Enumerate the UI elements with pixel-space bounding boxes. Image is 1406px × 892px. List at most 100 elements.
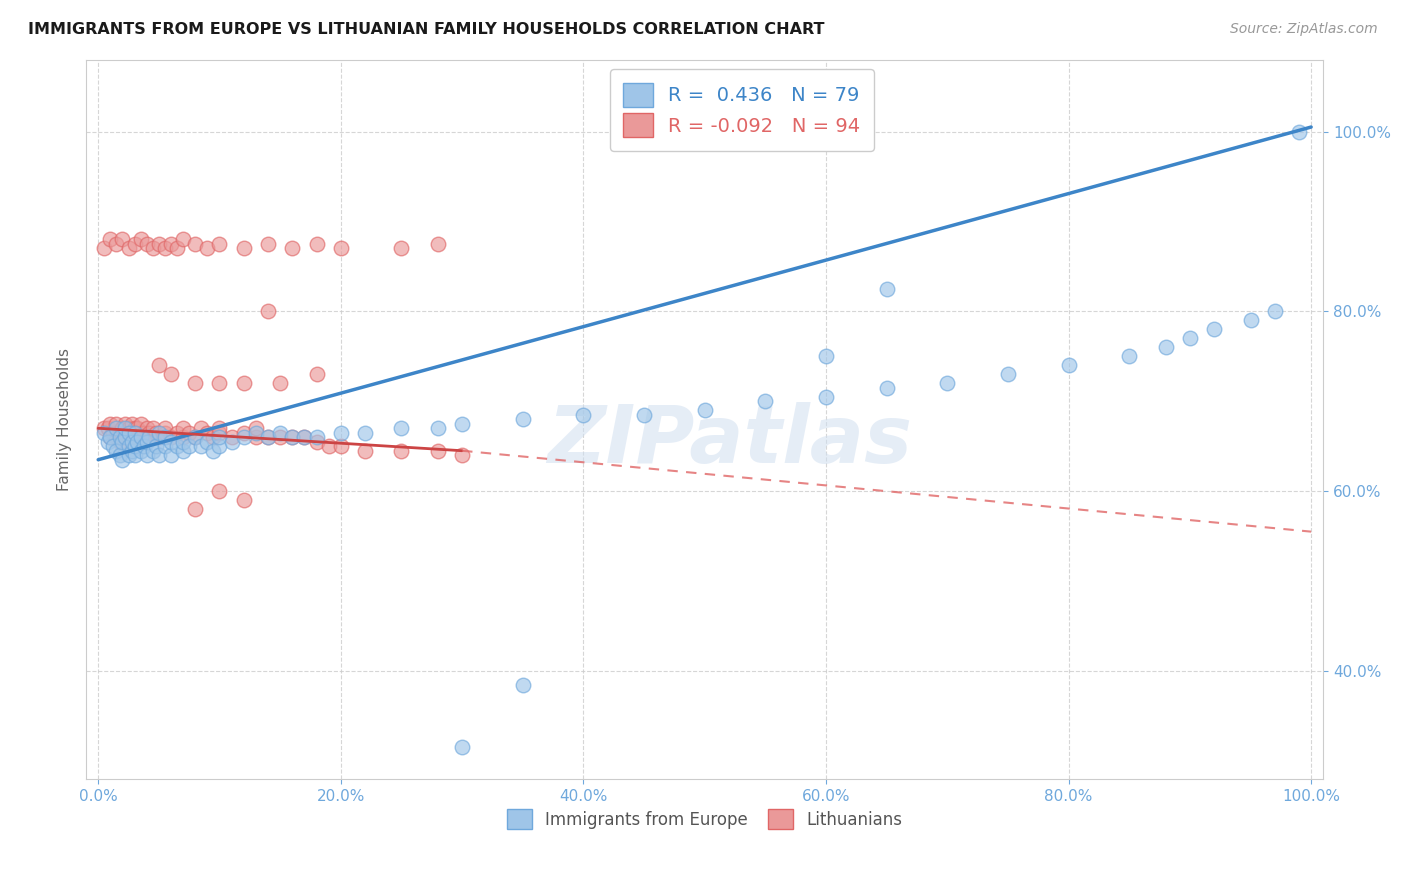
Point xyxy=(124,425,146,440)
Point xyxy=(114,430,136,444)
Point xyxy=(153,439,176,453)
Point xyxy=(121,417,143,431)
Point xyxy=(160,368,183,382)
Point xyxy=(245,425,267,440)
Point xyxy=(451,740,474,755)
Point xyxy=(105,421,128,435)
Point xyxy=(391,241,413,255)
Point xyxy=(184,502,207,516)
Point xyxy=(172,430,194,444)
Point xyxy=(114,421,136,435)
Point xyxy=(105,430,128,444)
Point xyxy=(294,430,316,444)
Point xyxy=(98,430,121,444)
Point xyxy=(512,412,534,426)
Point xyxy=(117,421,139,435)
Point xyxy=(166,425,188,440)
Point xyxy=(142,241,165,255)
Point xyxy=(329,425,352,440)
Point xyxy=(814,349,837,363)
Point xyxy=(153,241,176,255)
Point xyxy=(305,434,328,449)
Point xyxy=(117,448,139,462)
Point xyxy=(135,421,157,435)
Point xyxy=(129,232,152,246)
Point xyxy=(124,421,146,435)
Point xyxy=(232,241,254,255)
Point xyxy=(142,421,165,435)
Point xyxy=(876,282,898,296)
Point xyxy=(111,452,134,467)
Point xyxy=(329,241,352,255)
Point xyxy=(1288,124,1310,138)
Point xyxy=(98,232,121,246)
Point xyxy=(135,448,157,462)
Point xyxy=(512,677,534,691)
Point xyxy=(305,368,328,382)
Point xyxy=(129,417,152,431)
Point xyxy=(135,236,157,251)
Point xyxy=(98,417,121,431)
Point xyxy=(1178,331,1201,345)
Point xyxy=(391,421,413,435)
Point xyxy=(97,434,120,449)
Point xyxy=(232,425,254,440)
Point xyxy=(172,434,194,449)
Point xyxy=(257,236,280,251)
Point xyxy=(93,241,115,255)
Point xyxy=(1154,340,1177,354)
Point xyxy=(221,430,243,444)
Point xyxy=(257,430,280,444)
Point xyxy=(1239,313,1261,327)
Point xyxy=(114,417,136,431)
Point xyxy=(160,236,183,251)
Point xyxy=(148,430,170,444)
Point xyxy=(124,236,146,251)
Point xyxy=(281,430,304,444)
Point xyxy=(451,417,474,431)
Point xyxy=(208,236,231,251)
Point xyxy=(208,425,231,440)
Point xyxy=(138,430,160,444)
Point xyxy=(117,430,139,444)
Point xyxy=(105,236,128,251)
Point xyxy=(208,439,231,453)
Point xyxy=(1204,322,1226,336)
Point xyxy=(1264,304,1286,318)
Y-axis label: Family Households: Family Households xyxy=(58,348,72,491)
Point xyxy=(318,439,340,453)
Point xyxy=(111,434,134,449)
Point xyxy=(354,425,377,440)
Text: ZIPatlas: ZIPatlas xyxy=(547,401,912,480)
Point xyxy=(195,241,218,255)
Point xyxy=(208,421,231,435)
Point xyxy=(172,421,194,435)
Point xyxy=(117,425,139,440)
Point xyxy=(693,403,716,417)
Point xyxy=(936,376,959,391)
Point xyxy=(148,359,170,373)
Point xyxy=(754,394,776,409)
Point xyxy=(269,376,291,391)
Point xyxy=(111,430,134,444)
Point xyxy=(108,430,131,444)
Point xyxy=(108,425,131,440)
Point xyxy=(125,421,148,435)
Point xyxy=(98,430,121,444)
Point xyxy=(572,408,595,422)
Point xyxy=(329,439,352,453)
Point xyxy=(281,430,304,444)
Point xyxy=(125,434,148,449)
Point xyxy=(135,434,157,449)
Point xyxy=(135,430,157,444)
Point xyxy=(633,408,655,422)
Point xyxy=(208,376,231,391)
Point xyxy=(232,493,254,508)
Point xyxy=(184,376,207,391)
Point xyxy=(245,421,267,435)
Point xyxy=(391,443,413,458)
Point xyxy=(111,232,134,246)
Point xyxy=(121,443,143,458)
Point xyxy=(451,448,474,462)
Point xyxy=(145,425,167,440)
